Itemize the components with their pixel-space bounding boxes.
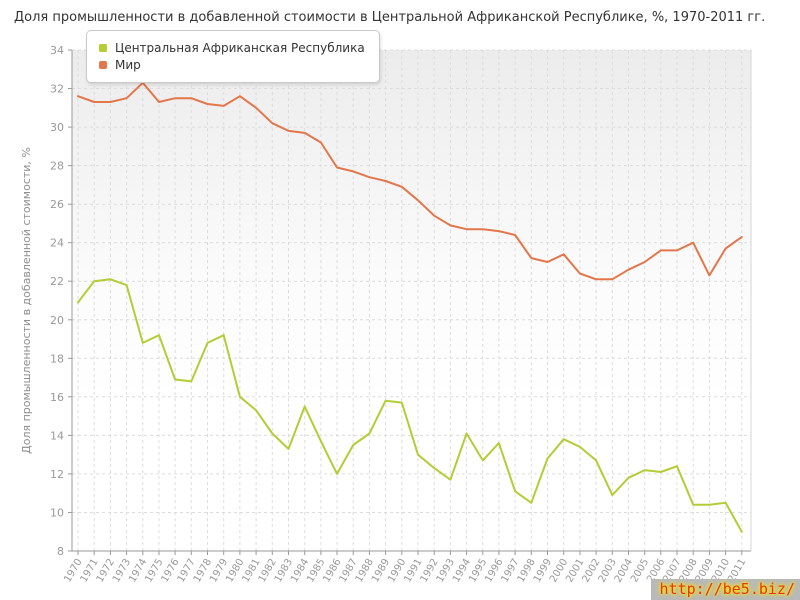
watermark-link[interactable]: http://be5.biz/ [650, 579, 800, 600]
y-tick-label: 12 [50, 468, 64, 481]
plot-svg: 1970197119721973197419751976197719781979… [20, 44, 752, 585]
y-tick-label: 32 [50, 83, 64, 96]
y-tick-label: 22 [50, 275, 64, 288]
plot-area: 1970 1971 1972 1973 1974 1975 1976 1977 1978 1979… [20, 44, 752, 585]
series-lines [77, 81, 743, 533]
legend-swatch-green [99, 44, 107, 52]
legend-item-central-african-republic[interactable]: Центральная Африканская Республика [99, 41, 365, 55]
axis-ticks [68, 49, 743, 555]
legend-swatch-orange [99, 61, 107, 69]
chart-title: Доля промышленности в добавленной стоимо… [14, 10, 766, 25]
grid-vertical [77, 50, 743, 551]
y-tick-label: 18 [50, 352, 64, 365]
legend-label: Мир [115, 58, 141, 72]
y-tick-label: 34 [50, 44, 64, 57]
series-line-central-african-republic[interactable] [77, 278, 743, 533]
y-tick-label: 8 [57, 545, 64, 558]
legend-label: Центральная Африканская Республика [115, 41, 365, 55]
y-axis-title: Доля промышленности в добавленной стоимо… [20, 147, 33, 454]
y-tick-label: 26 [50, 198, 64, 211]
legend: Центральная Африканская Республика Мир [86, 30, 380, 83]
y-tick-label: 30 [50, 121, 64, 134]
x-tick-labels: 1970197119721973197419751976197719781979… [62, 557, 748, 585]
legend-item-world[interactable]: Мир [99, 58, 365, 72]
y-tick-label: 28 [50, 160, 64, 173]
y-tick-label: 24 [50, 237, 64, 250]
grid-horizontal [72, 49, 751, 513]
series-line-world[interactable] [77, 81, 743, 281]
y-tick-label: 20 [50, 314, 64, 327]
y-tick-label: 16 [50, 391, 64, 404]
y-tick-label: 10 [50, 507, 64, 520]
y-tick-label: 14 [50, 429, 64, 442]
y-tick-labels: 8 10 12 14 16 18 20 22 24 26 28 30 32 34 [50, 44, 64, 558]
